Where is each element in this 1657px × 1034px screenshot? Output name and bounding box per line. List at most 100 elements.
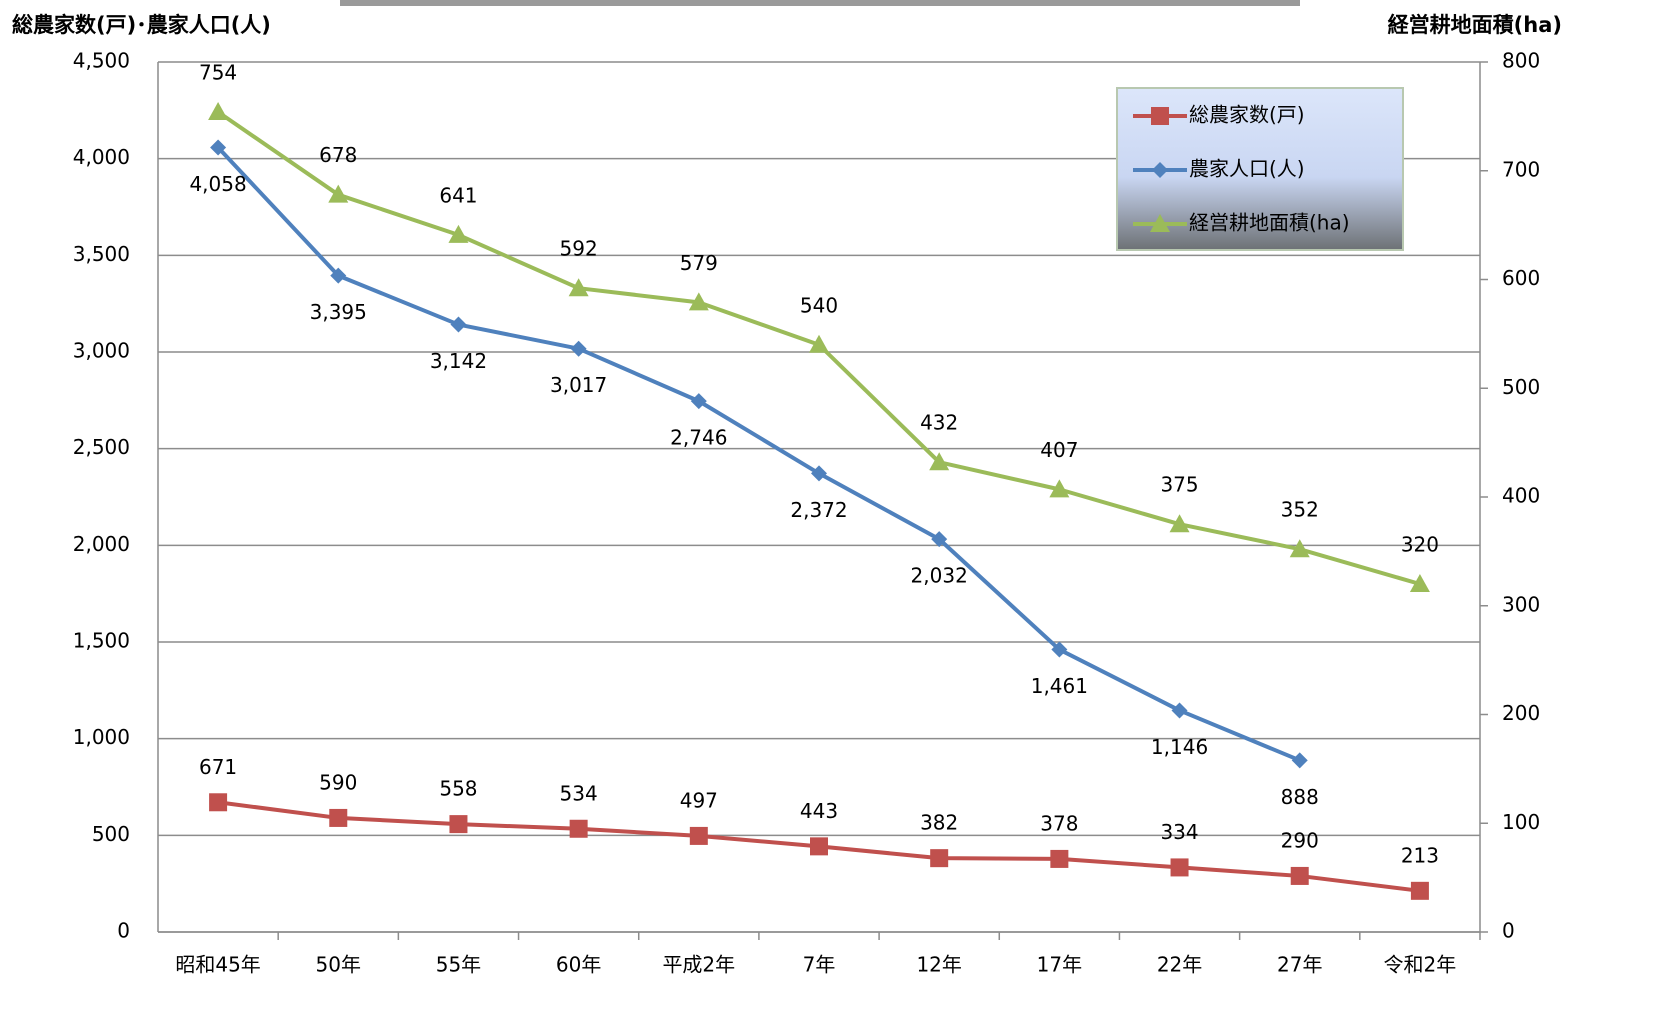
legend-marker: [1151, 107, 1169, 125]
data-label: 2,746: [670, 426, 727, 450]
y2-tick-label: 200: [1502, 701, 1540, 725]
data-point: [1290, 866, 1309, 885]
legend-label: 総農家数(戸): [1189, 103, 1305, 127]
data-point: [449, 815, 468, 834]
data-point: [690, 393, 707, 410]
legend-label: 農家人口(人): [1189, 157, 1305, 181]
y-tick-label: 500: [92, 822, 130, 846]
data-label: 334: [1160, 820, 1198, 844]
x-tick-label: 17年: [1037, 953, 1082, 977]
data-point: [1171, 702, 1188, 719]
data-point: [1289, 539, 1310, 558]
data-label: 4,058: [189, 172, 246, 196]
data-label: 2,032: [911, 564, 968, 588]
y-tick-label: 4,500: [73, 49, 130, 73]
y2-axis-title: 経営耕地面積(ha): [1388, 13, 1562, 37]
y-tick-label: 3,500: [73, 242, 130, 266]
y2-tick-label: 300: [1502, 592, 1540, 616]
data-label: 671: [199, 755, 237, 779]
data-label: 888: [1281, 785, 1319, 809]
data-point: [448, 224, 469, 243]
data-label: 754: [199, 61, 237, 85]
top-bar: [340, 0, 1300, 6]
legend-marker: [1150, 214, 1170, 232]
data-label: 320: [1401, 533, 1439, 557]
y-tick-label: 0: [117, 919, 130, 943]
y2-tick-label: 500: [1502, 375, 1540, 399]
data-label: 1,146: [1151, 735, 1208, 759]
data-point: [328, 184, 349, 203]
y-tick-label: 2,500: [73, 435, 130, 459]
legend-label: 経営耕地面積(ha): [1189, 211, 1350, 235]
y-tick-label: 1,000: [73, 725, 130, 749]
y-tick-label: 1,500: [73, 629, 130, 653]
data-label: 590: [319, 770, 357, 794]
data-label: 432: [920, 411, 958, 435]
data-point: [931, 531, 948, 548]
data-point: [209, 793, 228, 812]
data-point: [688, 292, 709, 311]
data-point: [809, 334, 829, 353]
x-tick-label: 平成2年: [662, 953, 735, 977]
data-label: 213: [1401, 843, 1439, 867]
y2-tick-label: 100: [1502, 810, 1540, 834]
y-tick-label: 4,000: [73, 145, 130, 169]
data-label: 592: [560, 237, 598, 261]
data-label: 3,395: [310, 300, 367, 324]
data-point: [1409, 574, 1430, 592]
data-point: [1169, 514, 1190, 533]
data-point: [1291, 752, 1308, 769]
data-point: [689, 826, 708, 845]
data-label: 382: [920, 811, 958, 835]
x-tick-label: 55年: [436, 953, 481, 977]
x-tick-label: 60年: [556, 953, 601, 977]
data-label: 534: [560, 781, 598, 805]
data-label: 558: [439, 777, 477, 801]
data-point: [929, 452, 950, 471]
data-point: [1051, 641, 1068, 658]
x-tick-label: 22年: [1157, 953, 1202, 977]
data-point: [568, 278, 589, 297]
y-axis-title: 総農家数(戸)･農家人口(人): [12, 13, 271, 37]
data-label: 497: [680, 788, 718, 812]
data-label: 579: [680, 251, 718, 275]
data-label: 375: [1160, 473, 1198, 497]
data-label: 540: [800, 293, 838, 317]
x-tick-label: 12年: [916, 953, 961, 977]
x-tick-label: 50年: [316, 953, 361, 977]
data-point: [329, 808, 348, 827]
data-point: [208, 102, 229, 121]
data-label: 290: [1281, 828, 1319, 852]
data-point: [330, 267, 347, 284]
y2-tick-label: 700: [1502, 157, 1540, 181]
data-label: 443: [800, 799, 838, 823]
y-tick-label: 2,000: [73, 532, 130, 556]
data-label: 3,142: [430, 349, 487, 373]
legend-marker: [1152, 162, 1168, 178]
x-tick-label: 昭和45年: [175, 953, 260, 977]
data-point: [1049, 479, 1070, 498]
data-point: [569, 819, 588, 838]
data-point: [210, 139, 227, 156]
data-point: [1050, 849, 1069, 868]
y2-tick-label: 400: [1502, 484, 1540, 508]
data-point: [450, 316, 467, 333]
data-point: [570, 340, 587, 357]
y2-tick-label: 600: [1502, 266, 1540, 290]
y-tick-label: 3,000: [73, 339, 130, 363]
data-label: 3,017: [550, 373, 607, 397]
data-point: [810, 837, 828, 856]
y2-tick-label: 0: [1502, 919, 1515, 943]
x-tick-label: 7年: [803, 953, 836, 977]
data-label: 641: [439, 183, 477, 207]
x-tick-label: 令和2年: [1384, 953, 1457, 977]
data-label: 407: [1040, 438, 1078, 462]
data-label: 1,461: [1031, 674, 1088, 698]
data-label: 378: [1040, 811, 1078, 835]
x-tick-label: 27年: [1277, 953, 1322, 977]
data-label: 352: [1281, 498, 1319, 522]
data-point: [930, 849, 949, 868]
series-line: [216, 146, 1301, 763]
data-point: [1170, 858, 1189, 877]
